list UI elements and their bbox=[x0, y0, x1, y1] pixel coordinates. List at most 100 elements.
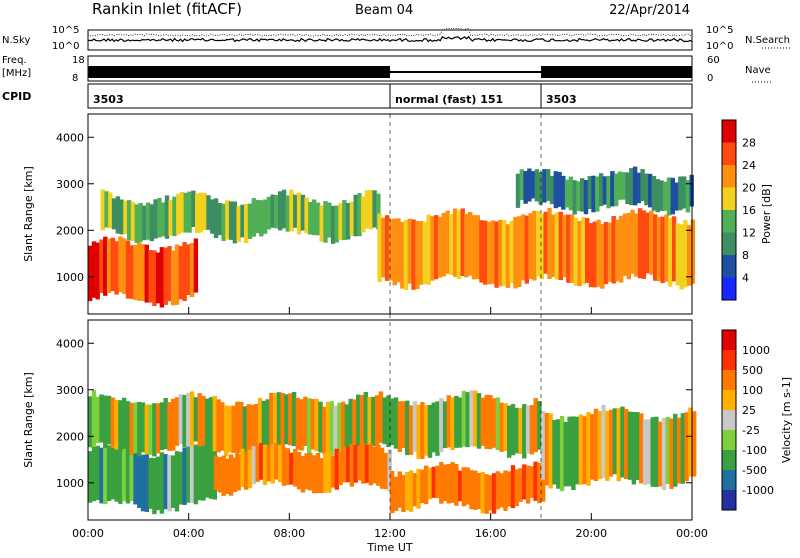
power-cell bbox=[614, 173, 619, 207]
velocity-cell bbox=[178, 451, 183, 505]
velocity-colorbar-swatch-5 bbox=[722, 430, 736, 451]
power-cell bbox=[558, 211, 563, 281]
velocity-cell bbox=[262, 444, 268, 486]
power-cell bbox=[323, 201, 328, 243]
velocity-cell bbox=[99, 447, 104, 504]
velocity-cell bbox=[91, 445, 97, 502]
velocity-cell bbox=[476, 473, 482, 510]
power-cell bbox=[125, 240, 131, 299]
power-cell bbox=[449, 214, 454, 275]
velocity-cell bbox=[361, 443, 366, 484]
power-cell bbox=[632, 166, 638, 206]
velocity-colorbar-label: Velocity [m s-1] bbox=[780, 377, 793, 463]
velocity-cell bbox=[163, 398, 168, 450]
power-cell bbox=[140, 244, 146, 301]
power-cell bbox=[159, 247, 165, 308]
cpid-segment-label-1: normal (fast) 151 bbox=[395, 93, 503, 106]
velocity-cell bbox=[688, 407, 693, 477]
velocity-cell bbox=[197, 393, 202, 447]
velocity-cell bbox=[244, 451, 249, 490]
velocity-cell bbox=[420, 469, 425, 503]
velocity-cell bbox=[303, 396, 308, 446]
velocity-cell bbox=[642, 419, 648, 485]
power-cell bbox=[674, 182, 679, 211]
velocity-cell bbox=[378, 391, 384, 443]
power-cell bbox=[187, 191, 192, 233]
power-colorbar-tick-1: 8 bbox=[742, 249, 749, 262]
velocity-ytick-label-1: 2000 bbox=[56, 430, 84, 443]
velocity-cell bbox=[205, 442, 210, 498]
xtick-label-6: 00:00 bbox=[676, 527, 708, 540]
power-cell bbox=[91, 241, 97, 298]
power-colorbar-frame bbox=[721, 119, 737, 301]
velocity-cell bbox=[435, 401, 440, 456]
power-cell bbox=[641, 210, 647, 279]
power-cell bbox=[195, 193, 200, 233]
power-cell bbox=[163, 247, 168, 305]
velocity-panel: 1000 2000 3000 4000 Slant Range [km] 1000 50… bbox=[22, 319, 793, 521]
velocity-colorbar-swatch-2 bbox=[722, 370, 736, 391]
x-axis-ticks: 00:00 04:00 08:00 12:00 16:00 20:00 00:00 bbox=[72, 114, 708, 540]
velocity-cell bbox=[374, 395, 380, 447]
velocity-cell bbox=[480, 471, 485, 514]
power-cell bbox=[603, 222, 609, 285]
power-cell bbox=[494, 221, 499, 288]
freq-bars bbox=[88, 66, 692, 78]
power-colorbar-swatch-1 bbox=[722, 142, 736, 166]
power-cell bbox=[670, 177, 675, 215]
nave-tick-high: 60 bbox=[707, 55, 720, 66]
power-cell bbox=[649, 210, 654, 275]
velocity-cell bbox=[223, 405, 229, 457]
power-cell bbox=[551, 214, 556, 277]
velocity-cell bbox=[106, 395, 112, 445]
power-cell bbox=[88, 245, 93, 302]
velocity-cell bbox=[397, 471, 402, 508]
velocity-cell bbox=[442, 464, 448, 501]
noise-right-tick-low: 10^0 bbox=[706, 41, 733, 52]
velocity-cell bbox=[390, 398, 395, 446]
velocity-cell bbox=[658, 421, 663, 487]
velocity-cell bbox=[556, 419, 561, 489]
velocity-cell bbox=[514, 469, 519, 507]
velocity-cell bbox=[495, 471, 501, 510]
velocity-cell bbox=[137, 401, 142, 457]
velocity-cell bbox=[349, 443, 355, 487]
velocity-cell bbox=[201, 395, 206, 446]
velocity-cell bbox=[220, 402, 225, 451]
power-cell bbox=[236, 206, 241, 242]
velocity-cell bbox=[488, 395, 493, 450]
velocity-cell bbox=[327, 451, 332, 493]
velocity-cell bbox=[348, 398, 353, 449]
velocity-cell bbox=[304, 453, 309, 490]
velocity-cell bbox=[612, 408, 618, 475]
velocity-cell bbox=[334, 448, 339, 490]
velocity-cell bbox=[376, 445, 381, 486]
velocity-cell bbox=[495, 397, 501, 451]
velocity-cell bbox=[473, 470, 478, 510]
velocity-cell bbox=[488, 475, 493, 511]
power-colorbar-swatch-2 bbox=[722, 165, 736, 188]
power-cell bbox=[274, 195, 279, 229]
power-cell bbox=[524, 215, 529, 284]
velocity-cell bbox=[684, 412, 689, 482]
velocity-cell bbox=[450, 397, 455, 450]
power-cell bbox=[304, 197, 309, 234]
power-cell bbox=[561, 175, 566, 210]
velocity-colorbar-tick-2: 100 bbox=[742, 384, 763, 397]
velocity-cell bbox=[408, 405, 414, 455]
power-cell bbox=[108, 192, 113, 229]
velocity-cell bbox=[450, 462, 455, 503]
power-cell bbox=[634, 213, 639, 277]
velocity-cell bbox=[257, 397, 263, 449]
velocity-cell bbox=[435, 465, 440, 499]
noise-panel: N.Sky N.Search 10^5 10^0 10^5 10^0 bbox=[2, 25, 790, 52]
power-cell bbox=[213, 198, 219, 239]
velocity-cell bbox=[401, 475, 406, 513]
power-cell bbox=[368, 189, 373, 230]
power-cell bbox=[527, 168, 532, 202]
velocity-cell bbox=[186, 446, 191, 503]
velocity-cell bbox=[507, 405, 512, 458]
velocity-cell bbox=[518, 468, 523, 502]
power-cell bbox=[644, 173, 649, 206]
velocity-cell bbox=[178, 394, 183, 445]
